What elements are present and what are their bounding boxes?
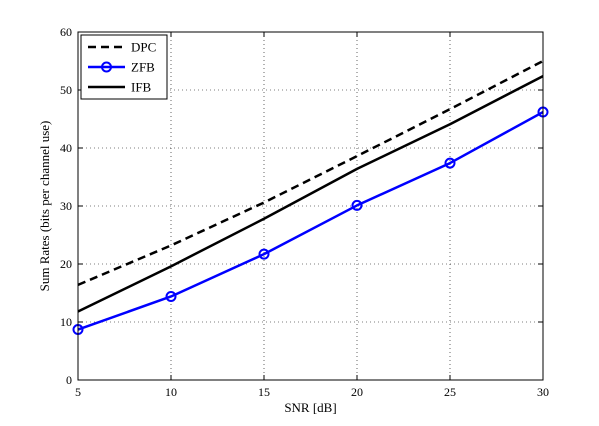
y-tick-label: 30 (60, 199, 72, 213)
legend: DPC ZFB IFB (80, 34, 168, 100)
series-line-zfb (77, 110, 544, 331)
data-point-zfb (444, 157, 456, 169)
y-tick-label: 10 (60, 315, 72, 329)
x-tick-label: 10 (165, 385, 177, 399)
axis-ticks: 5 10 15 20 25 30 0 10 20 30 40 50 60 (60, 25, 549, 399)
data-point-zfb (258, 248, 270, 260)
x-tick-label: 25 (444, 385, 456, 399)
x-tick-label: 30 (537, 385, 549, 399)
x-tick-label: 15 (258, 385, 270, 399)
legend-label-dpc: DPC (131, 40, 156, 55)
x-tick-label: 5 (75, 385, 81, 399)
y-tick-label: 20 (60, 257, 72, 271)
y-axis-label: Sum Rates (bits per channel use) (37, 121, 52, 292)
x-tick-label: 20 (351, 385, 363, 399)
y-tick-label: 0 (66, 373, 72, 387)
legend-label-zfb: ZFB (131, 60, 155, 75)
x-axis-label: SNR [dB] (284, 400, 336, 415)
series-layer (72, 59, 549, 336)
y-tick-label: 60 (60, 25, 72, 39)
grid-lines (78, 32, 543, 380)
data-point-zfb (165, 290, 177, 302)
data-point-zfb (351, 199, 363, 211)
y-tick-label: 50 (60, 83, 72, 97)
legend-marker-zfb (101, 61, 112, 73)
y-tick-label: 40 (60, 141, 72, 155)
legend-label-ifb: IFB (131, 80, 152, 95)
series-line-dpc (77, 59, 544, 287)
series-line-ifb (77, 74, 544, 313)
